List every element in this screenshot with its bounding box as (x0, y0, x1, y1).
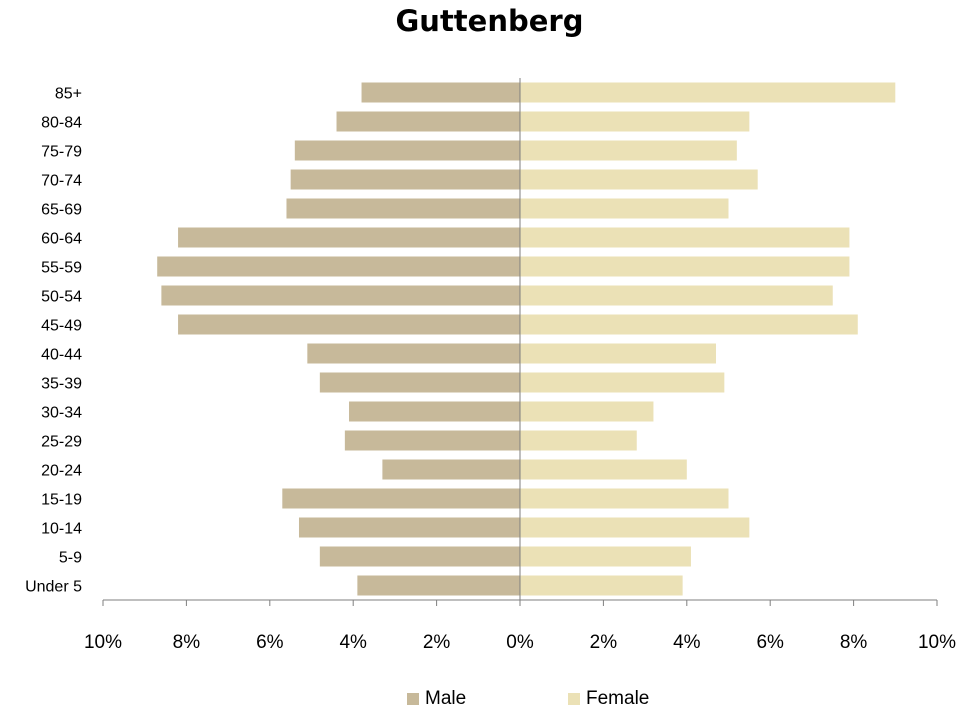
x-tick-label-6: 2% (590, 632, 618, 653)
category-label-40-44: 40-44 (41, 347, 82, 364)
x-tick-label-5: 0% (506, 632, 534, 653)
bar-female-50-54 (520, 285, 833, 306)
bar-female-40-44 (520, 343, 716, 364)
bar-male-25-29 (344, 430, 520, 451)
bar-male-under-5 (357, 575, 520, 596)
bar-female-45-49 (520, 314, 858, 335)
bar-female-80-84 (520, 111, 750, 132)
bar-female-65-69 (520, 198, 729, 219)
bar-female-30-34 (520, 401, 654, 422)
legend-label-female: Female (586, 688, 650, 709)
legend-item-male: Male (407, 687, 466, 711)
legend-item-female: Female (568, 687, 649, 711)
x-tick-label-9: 8% (840, 632, 868, 653)
category-label-10-14: 10-14 (41, 521, 82, 538)
category-label-70-74: 70-74 (41, 173, 82, 190)
bar-male-15-19 (282, 488, 520, 509)
category-label-45-49: 45-49 (41, 318, 82, 335)
bar-male-40-44 (307, 343, 520, 364)
bar-male-65-69 (286, 198, 520, 219)
bar-female-75-79 (520, 140, 737, 161)
category-label-20-24: 20-24 (41, 463, 82, 480)
bar-female-15-19 (520, 488, 729, 509)
x-tick-label-1: 8% (173, 632, 201, 653)
bar-male-5-9 (319, 546, 520, 567)
bar-male-85 (361, 82, 520, 103)
legend-label-male: Male (425, 688, 467, 709)
x-tick-label-3: 4% (339, 632, 367, 653)
chart-title: Guttenberg (395, 4, 584, 38)
category-label-65-69: 65-69 (41, 202, 82, 219)
category-label-25-29: 25-29 (41, 434, 82, 451)
category-label-75-79: 75-79 (41, 144, 82, 161)
category-label-15-19: 15-19 (41, 492, 82, 509)
bar-female-25-29 (520, 430, 637, 451)
category-label-55-59: 55-59 (41, 260, 82, 277)
bar-male-80-84 (336, 111, 520, 132)
category-label-50-54: 50-54 (41, 289, 82, 306)
x-tick-label-8: 6% (756, 632, 784, 653)
category-label-30-34: 30-34 (41, 405, 82, 422)
bar-female-35-39 (520, 372, 725, 393)
x-tick-label-0: 10% (84, 632, 122, 653)
category-label-60-64: 60-64 (41, 231, 82, 248)
bar-male-10-14 (298, 517, 520, 538)
bar-male-35-39 (319, 372, 520, 393)
bar-male-50-54 (161, 285, 520, 306)
x-tick-label-4: 2% (423, 632, 451, 653)
x-tick-label-7: 4% (673, 632, 701, 653)
bar-female-5-9 (520, 546, 691, 567)
bar-male-45-49 (178, 314, 520, 335)
legend-swatch-female (568, 693, 580, 705)
bar-female-20-24 (520, 459, 687, 480)
category-label-5-9: 5-9 (59, 550, 82, 567)
category-label-85: 85+ (55, 86, 82, 103)
legend: Male Female (0, 687, 979, 711)
category-label-35-39: 35-39 (41, 376, 82, 393)
bar-female-under-5 (520, 575, 683, 596)
bar-male-20-24 (382, 459, 520, 480)
x-tick-label-10: 10% (918, 632, 956, 653)
bar-female-55-59 (520, 256, 850, 277)
x-tick-label-2: 6% (256, 632, 284, 653)
category-label-80-84: 80-84 (41, 115, 82, 132)
bar-male-60-64 (178, 227, 520, 248)
bar-female-70-74 (520, 169, 758, 190)
category-label-under-5: Under 5 (25, 579, 82, 596)
legend-swatch-male (407, 693, 419, 705)
bar-female-60-64 (520, 227, 850, 248)
bar-female-10-14 (520, 517, 750, 538)
bar-female-85 (520, 82, 896, 103)
bar-male-55-59 (157, 256, 520, 277)
bar-male-75-79 (294, 140, 520, 161)
bar-male-30-34 (349, 401, 520, 422)
bar-male-70-74 (290, 169, 520, 190)
